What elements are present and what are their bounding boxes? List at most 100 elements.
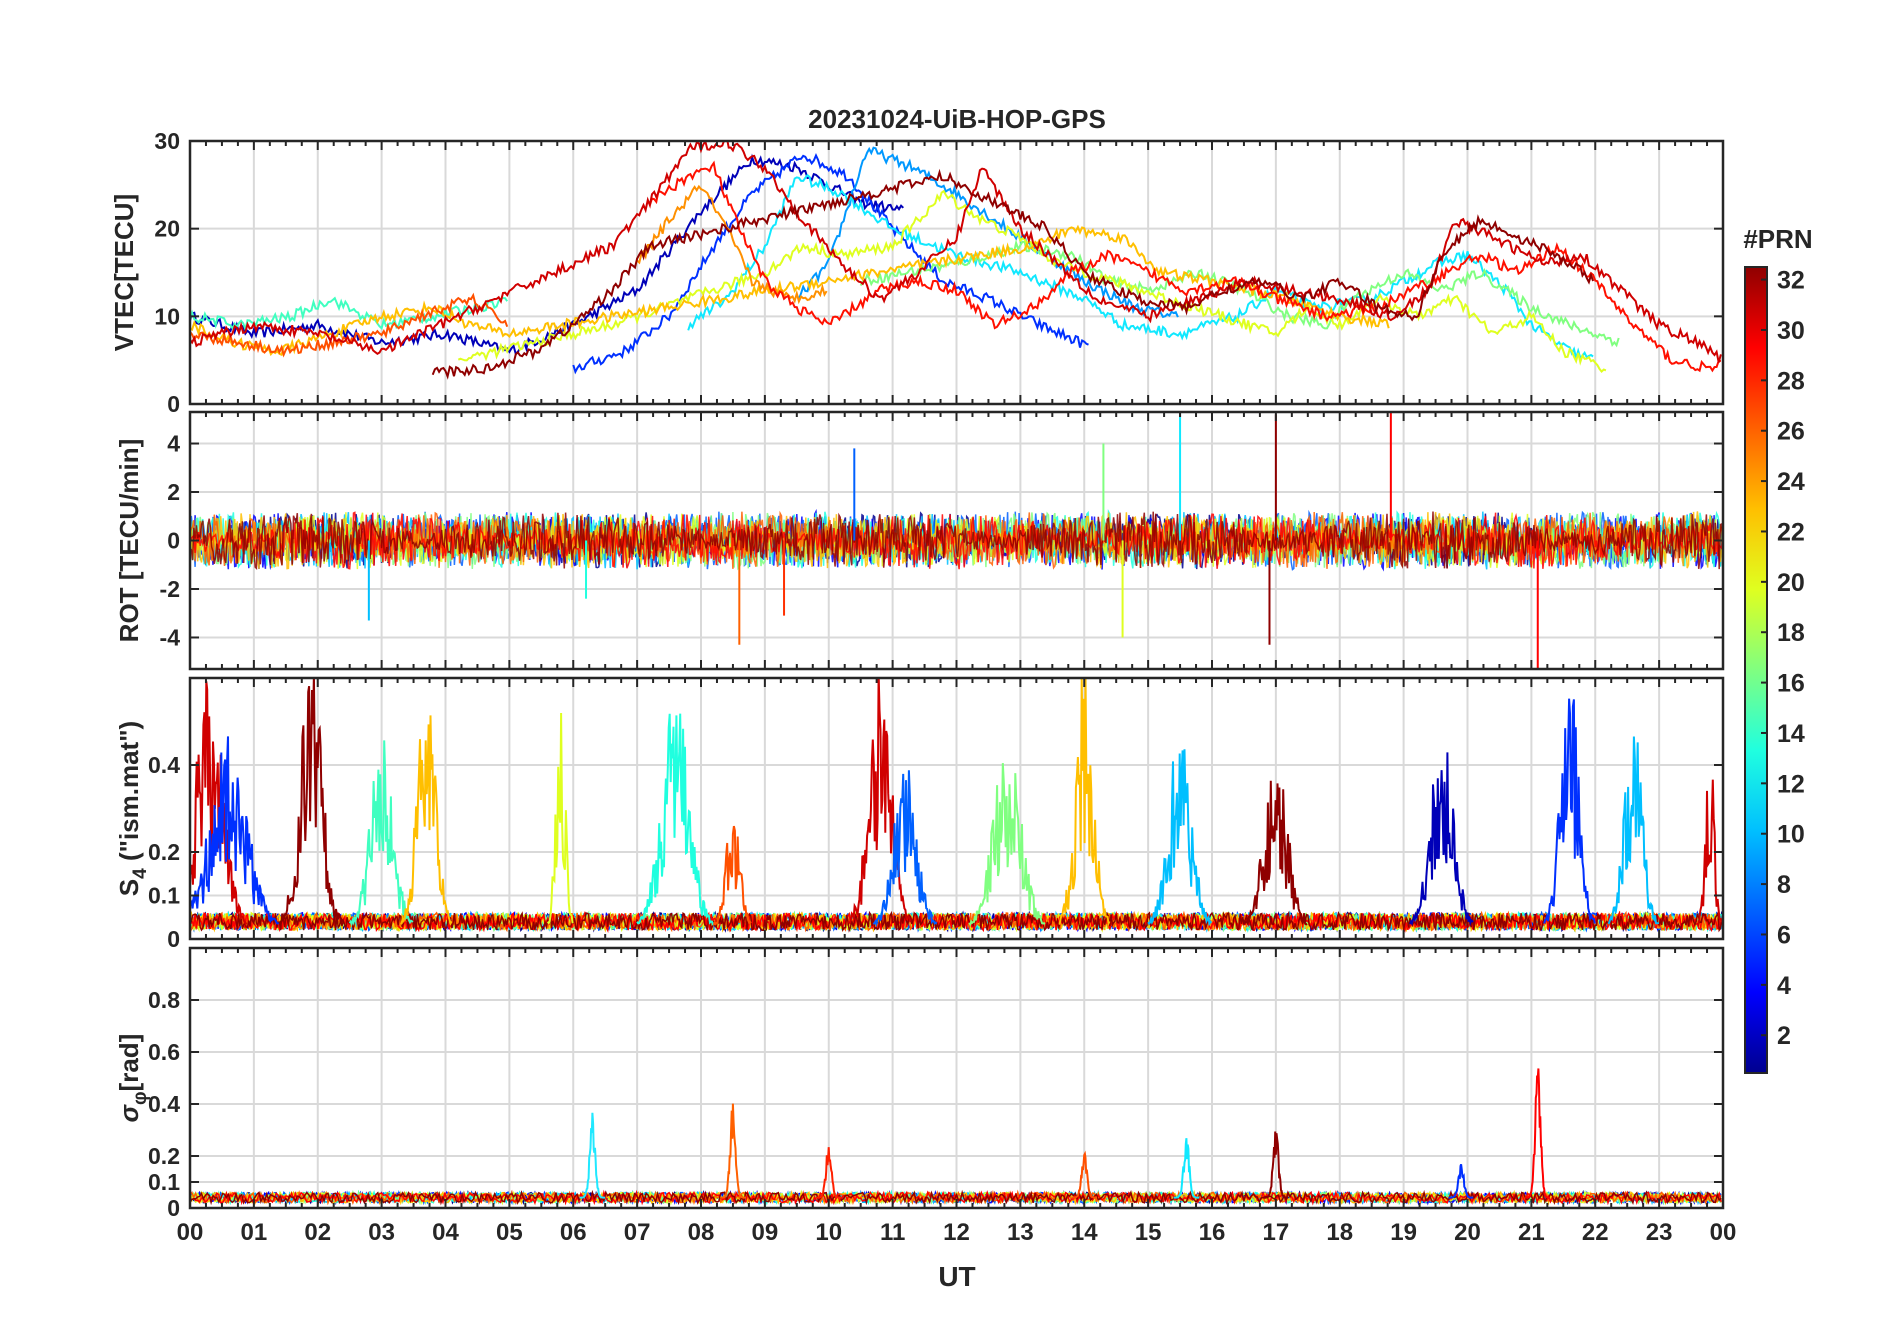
s4-burst xyxy=(636,713,715,926)
grid xyxy=(189,948,1724,1209)
colorbar-bar xyxy=(1744,266,1768,1074)
y-tick-label: 0.4 xyxy=(148,752,180,778)
s4-burst xyxy=(1696,779,1723,927)
x-tick-label: 01 xyxy=(241,1219,268,1246)
y-tick-label: -2 xyxy=(160,576,180,602)
s4-burst xyxy=(190,736,280,925)
x-tick-label: 15 xyxy=(1135,1219,1162,1246)
colorbar-tick-label: 4 xyxy=(1777,972,1791,1000)
vtec-line-prn-8 xyxy=(795,146,1179,319)
x-tick-label: 00 xyxy=(177,1219,204,1246)
y-tick-label: 0 xyxy=(167,528,180,554)
vtec-line-prn-24 xyxy=(636,184,828,305)
y-axis-label: VTEC[TECU] xyxy=(109,194,139,351)
vtec-line-prn-26 xyxy=(190,292,509,358)
vtec-line-prn-22 xyxy=(190,224,1390,357)
plot-area xyxy=(190,141,1722,380)
colorbar-tick-label: 20 xyxy=(1777,569,1805,597)
colorbar-tick-label: 32 xyxy=(1777,267,1805,295)
sigma-spike xyxy=(816,1147,842,1199)
y-tick-label: 10 xyxy=(154,303,180,329)
y-label-main: σ xyxy=(114,1103,144,1122)
vtec-line-prn-32 xyxy=(431,168,1595,380)
y-tick-label: 20 xyxy=(154,216,180,242)
x-tick-label: 04 xyxy=(432,1219,459,1246)
sigma-spike xyxy=(1071,1150,1097,1199)
s4-burst xyxy=(1543,698,1596,924)
colorbar-tick-label: 14 xyxy=(1777,720,1805,748)
plot-area xyxy=(190,412,1723,669)
y-tick-label: 0.1 xyxy=(148,1169,180,1195)
x-tick-label: 16 xyxy=(1199,1219,1226,1246)
colorbar-tick-label: 8 xyxy=(1777,871,1791,899)
grid xyxy=(189,678,1724,940)
y-tick-label: 0.1 xyxy=(148,883,180,909)
y-tick-label: 0.2 xyxy=(148,839,180,865)
colorbar-tick-label: 26 xyxy=(1777,418,1805,446)
x-tick-label: 08 xyxy=(688,1219,715,1246)
x-tick-label: 20 xyxy=(1454,1219,1481,1246)
s4-burst xyxy=(1058,678,1111,927)
y-label-sub: φ xyxy=(130,1091,151,1105)
y-tick-label: 0.6 xyxy=(148,1039,180,1065)
x-axis: 00 01 02 03 04 05 06 07 08 09 10 11 12 13 14 15 16 17 18 19… xyxy=(177,1219,1737,1246)
x-tick-label: 19 xyxy=(1390,1219,1417,1246)
s4-burst xyxy=(1147,749,1213,927)
s4-burst xyxy=(1409,752,1474,927)
x-tick-label: 13 xyxy=(1007,1219,1034,1246)
x-tick-label: 05 xyxy=(496,1219,523,1246)
x-tick-label: 12 xyxy=(943,1219,970,1246)
s4-burst xyxy=(712,825,752,926)
y-tick-label: 0 xyxy=(167,1195,180,1221)
y-axis-label: S4 ("ism.mat") xyxy=(114,721,151,896)
x-tick-label: 23 xyxy=(1646,1219,1673,1246)
x-tick-label: 07 xyxy=(624,1219,651,1246)
s4-burst xyxy=(872,770,938,928)
colorbar-tick-label: 22 xyxy=(1777,518,1805,546)
chart-title: 20231024-UiB-HOP-GPS xyxy=(808,104,1106,134)
x-tick-label: 00 xyxy=(1710,1219,1737,1246)
y-tick-label: 2 xyxy=(167,479,180,505)
x-tick-label: 09 xyxy=(752,1219,779,1246)
vtec-line-prn-11 xyxy=(687,173,1594,363)
rot-trace xyxy=(190,511,1723,570)
s4-baseline-trace xyxy=(190,910,1723,933)
s4-burst xyxy=(1242,780,1308,926)
y-tick-label: 4 xyxy=(167,431,180,457)
colorbar-tick-label: 24 xyxy=(1777,468,1805,496)
colorbar-tick-label: 28 xyxy=(1777,367,1805,395)
colorbar-tick-label: 10 xyxy=(1777,821,1805,849)
y-label-sub: 4 xyxy=(130,868,151,879)
sigma-spike xyxy=(579,1112,606,1199)
y-tick-label: 0 xyxy=(167,391,180,417)
x-axis-label: UT xyxy=(938,1261,975,1292)
y-axis-label: σφ[rad] xyxy=(114,1034,151,1123)
colorbar-tick-label: 16 xyxy=(1777,670,1805,698)
colorbar-tick-label: 6 xyxy=(1777,921,1791,949)
s4-burst xyxy=(190,681,248,926)
s4-burst xyxy=(1607,736,1660,925)
panel-rot: -4 -2 0 2 4 ROT [TECU/min] xyxy=(114,410,1725,671)
y-tick-label: 0.8 xyxy=(148,987,180,1013)
x-tick-label: 10 xyxy=(815,1219,842,1246)
y-label-main: S xyxy=(114,879,144,896)
x-tick-label: 21 xyxy=(1518,1219,1545,1246)
sigma-spike xyxy=(1525,1068,1550,1199)
s4-burst xyxy=(278,678,344,924)
s4-burst xyxy=(400,715,453,926)
sigma-spike xyxy=(720,1103,746,1199)
sigma-spike xyxy=(1263,1131,1288,1199)
s4-burst xyxy=(348,740,414,927)
s4-burst xyxy=(968,763,1046,927)
y-tick-label: -4 xyxy=(160,624,181,650)
y-tick-label: 30 xyxy=(154,128,180,154)
panel-sigma_phi: 00.10.2 0.4 0.6 0.8 σφ[rad] xyxy=(114,946,1725,1221)
plot-area xyxy=(190,678,1723,934)
x-tick-label: 02 xyxy=(304,1219,331,1246)
y-tick-label: 0 xyxy=(167,926,180,952)
panel-s4: 0 0.1 0.2 0.4S4 ("ism.mat") xyxy=(114,676,1725,952)
vtec-line-prn-5 xyxy=(572,153,1089,375)
